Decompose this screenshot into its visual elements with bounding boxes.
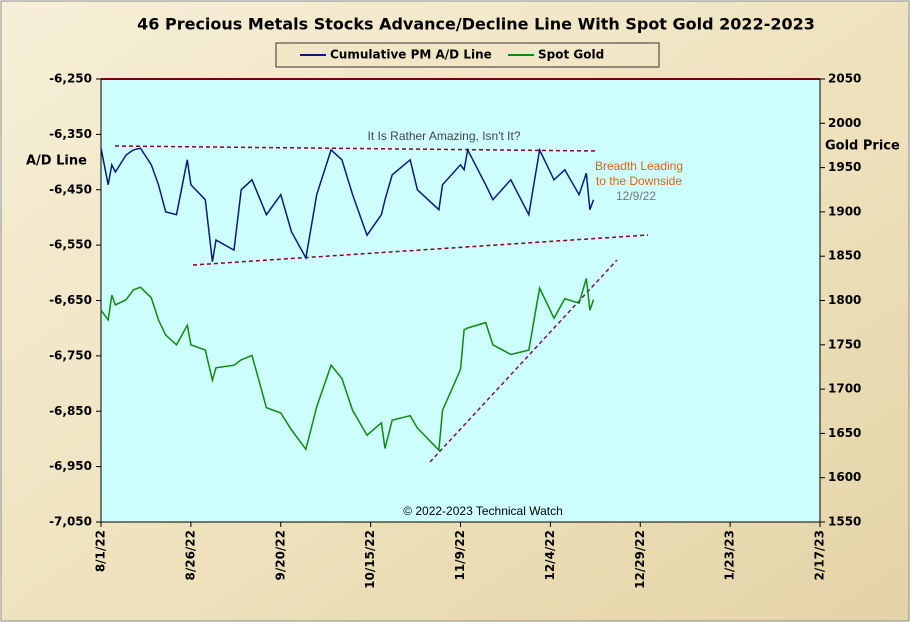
x-tick-label: 12/29/22 xyxy=(633,530,647,589)
annotation: Breadth Leading xyxy=(595,159,683,173)
legend xyxy=(275,42,660,68)
y2-tick-label: 1950 xyxy=(828,160,861,174)
y2-tick-label: 1550 xyxy=(828,515,861,529)
y2-axis-label: Gold Price xyxy=(825,139,900,154)
y2-tick-label: 1700 xyxy=(828,382,861,396)
y2-tick-label: 1750 xyxy=(828,337,861,351)
x-tick-label: 10/15/22 xyxy=(363,530,377,589)
x-tick-label: 12/4/22 xyxy=(543,530,557,581)
x-tick-label: 8/26/22 xyxy=(183,530,197,581)
data-line xyxy=(100,147,595,262)
annotation: It Is Rather Amazing, Isn't It? xyxy=(367,129,520,143)
x-tick-label: 9/20/22 xyxy=(273,530,287,581)
annotation: to the Downside xyxy=(596,174,682,188)
y2-tick-label: 2000 xyxy=(828,116,861,130)
copyright: © 2022-2023 Technical Watch xyxy=(403,504,563,518)
y-tick-label: -6,950 xyxy=(49,459,92,473)
y2-tick-label: 1800 xyxy=(828,293,861,307)
y-tick-label: -6,750 xyxy=(49,348,92,362)
y2-tick-label: 1900 xyxy=(828,204,861,218)
x-tick-label: 2/17/23 xyxy=(813,530,827,581)
trend-line xyxy=(429,259,618,463)
y2-tick-label: 1650 xyxy=(828,426,861,440)
x-tick-label: 8/1/22 xyxy=(94,530,108,572)
legend-label: Spot Gold xyxy=(538,48,604,62)
data-line xyxy=(100,278,595,452)
y2-tick-label: 2050 xyxy=(828,72,861,86)
legend-label: Cumulative PM A/D Line xyxy=(330,48,492,62)
y-tick-label: -6,650 xyxy=(49,293,92,307)
y-tick-label: -6,250 xyxy=(49,72,92,86)
y-axis-label: A/D Line xyxy=(26,154,87,169)
y-tick-label: -6,350 xyxy=(49,127,92,141)
y2-tick-label: 1600 xyxy=(828,470,861,484)
y-tick-label: -6,550 xyxy=(49,238,92,252)
y-tick-label: -7,050 xyxy=(49,515,92,529)
x-tick-label: 11/9/22 xyxy=(453,530,467,581)
y-tick-label: -6,450 xyxy=(49,182,92,196)
chart-title: 46 Precious Metals Stocks Advance/Declin… xyxy=(137,15,815,34)
annotation: 12/9/22 xyxy=(616,189,656,203)
y2-tick-label: 1850 xyxy=(828,249,861,263)
trend-line xyxy=(114,145,599,152)
y-tick-label: -6,850 xyxy=(49,404,92,418)
plot-area xyxy=(101,79,820,522)
trend-line xyxy=(192,234,649,266)
x-tick-label: 1/23/23 xyxy=(723,530,737,581)
